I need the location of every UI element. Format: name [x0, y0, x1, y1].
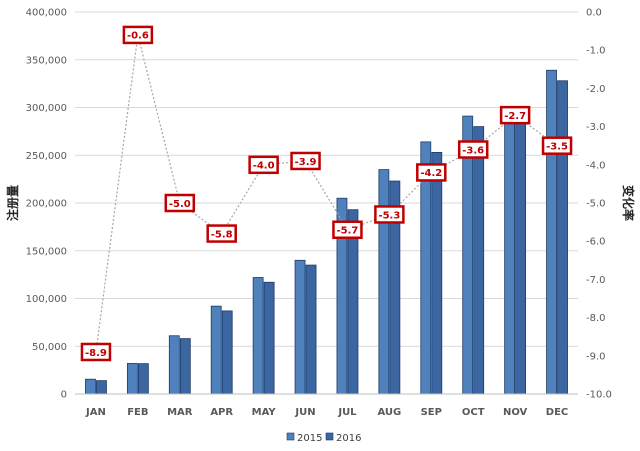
y2-tick-label: -8.0 — [586, 313, 606, 324]
y2-tick-label: -9.0 — [586, 351, 606, 362]
bar-2015 — [504, 106, 516, 395]
x-tick-label: APR — [210, 407, 233, 418]
bar-2016 — [263, 281, 275, 395]
x-tick-label: JUL — [337, 407, 357, 418]
data-label: -8.9 — [85, 348, 107, 359]
change-rate-line — [95, 34, 558, 353]
data-label: -3.5 — [546, 142, 568, 153]
y-tick-label: 300,000 — [26, 103, 67, 114]
bar-2015 — [294, 259, 306, 395]
y2-tick-label: -7.0 — [586, 275, 606, 286]
data-label-box — [332, 220, 363, 239]
data-label: -4.0 — [253, 161, 275, 172]
y2-tick-label: -10.0 — [586, 390, 612, 401]
data-label: -0.6 — [127, 31, 149, 42]
x-tick-label: MAY — [252, 407, 277, 418]
legend-label: 2016 — [336, 433, 361, 444]
data-label-box — [290, 151, 321, 171]
bar-2016 — [221, 310, 233, 395]
y2-tick-label: -5.0 — [586, 199, 606, 210]
data-label: -5.7 — [337, 226, 359, 237]
y-tick-label: 350,000 — [26, 55, 67, 66]
x-tick-label: DEC — [546, 407, 568, 418]
data-label-box — [499, 105, 531, 125]
bar-2016 — [515, 113, 527, 395]
bar-2015 — [210, 305, 222, 395]
legend-label: 2015 — [297, 433, 322, 444]
data-label-box — [122, 25, 154, 45]
bar-2015 — [126, 363, 138, 395]
data-label-box — [164, 193, 196, 213]
y-axis-title: 注册量 — [5, 185, 20, 221]
data-label-box — [206, 224, 237, 243]
y-tick-label: 100,000 — [26, 294, 67, 305]
data-label-box — [541, 136, 573, 155]
bar-2016 — [557, 80, 568, 395]
data-label: -2.7 — [504, 111, 526, 122]
y-tick-label: 250,000 — [26, 151, 67, 162]
y2-tick-label: -3.0 — [586, 122, 606, 133]
x-tick-label: JAN — [85, 407, 106, 418]
data-label: -4.2 — [420, 168, 442, 179]
data-label-box — [248, 155, 279, 175]
data-label: -5.8 — [211, 229, 233, 240]
x-tick-label: OCT — [462, 407, 485, 418]
y2-tick-label: -4.0 — [586, 160, 606, 171]
x-tick-label: JUN — [294, 407, 315, 418]
legend-swatch-2015 — [286, 432, 295, 441]
bar-2016 — [137, 363, 149, 395]
bar-2015 — [252, 277, 264, 395]
data-label-box — [374, 205, 405, 224]
y-tick-label: 0 — [61, 390, 67, 401]
y-tick-label: 400,000 — [26, 8, 67, 19]
bar-2016 — [305, 264, 317, 395]
y-tick-label: 200,000 — [26, 199, 67, 210]
legend-swatch-2016 — [325, 432, 334, 441]
bar-2015 — [546, 69, 557, 395]
bar-2015 — [378, 169, 390, 395]
x-tick-label: FEB — [127, 407, 148, 418]
data-label: -5.0 — [169, 199, 191, 210]
x-tick-label: NOV — [503, 407, 528, 418]
data-label-box — [457, 140, 489, 159]
bar-2016 — [96, 380, 107, 395]
data-label-box — [80, 342, 112, 362]
y2-tick-label: -1.0 — [586, 46, 606, 57]
bar-2015 — [85, 378, 96, 395]
x-tick-label: AUG — [377, 407, 401, 418]
data-label: -5.3 — [378, 210, 400, 221]
bar-2016 — [473, 126, 485, 395]
y-tick-label: 50,000 — [32, 342, 67, 353]
bar-2016 — [431, 151, 443, 395]
y-tick-label: 150,000 — [26, 246, 67, 257]
bar-2016 — [179, 338, 191, 395]
data-label: -3.9 — [295, 157, 317, 168]
x-tick-label: MAR — [167, 407, 193, 418]
y2-axis-title: 变化率 — [621, 185, 636, 221]
y2-tick-label: -6.0 — [586, 237, 606, 248]
y2-tick-label: 0.0 — [586, 8, 602, 19]
bar-2015 — [168, 335, 180, 395]
data-label-box — [416, 163, 447, 182]
y2-tick-label: -2.0 — [586, 84, 606, 95]
data-label: -3.6 — [462, 145, 484, 156]
x-tick-label: SEP — [421, 407, 442, 418]
